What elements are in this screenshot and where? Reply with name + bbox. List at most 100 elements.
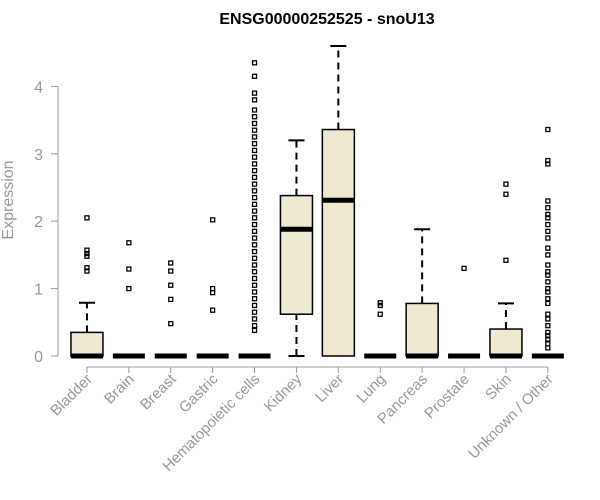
outlier-point [545,289,551,295]
y-tick-label: 2 [34,214,43,231]
outlier-point [251,242,258,248]
outlier-point [251,120,258,127]
x-tick-label: Prostate [421,371,473,423]
x-tick-label: Bladder [47,371,96,420]
outlier-point [545,126,551,133]
outlier-point [377,300,383,306]
outlier-point [461,265,467,272]
outlier-point [251,147,258,154]
outlier-point [377,311,383,317]
y-tick-label: 1 [34,282,43,299]
x-tick-label: Kidney [261,370,306,415]
outlier-point [545,323,551,329]
outlier-point [545,215,551,221]
outlier-point [251,154,258,160]
outlier-point [545,279,551,285]
outlier-point [251,302,258,309]
x-tick-label: Lung [353,371,389,407]
outlier-point [251,114,258,120]
outlier-point [209,307,216,313]
outlier-point [168,260,174,266]
outlier-point [545,205,551,211]
outlier-point [251,269,258,275]
outlier-point [251,161,258,167]
outlier-point [168,268,174,274]
outlier-point [251,228,258,234]
outlier-point [377,302,383,309]
outlier-point [251,235,258,241]
box-unknown-other [531,126,564,359]
outlier-point [545,296,551,302]
chart-title: ENSG00000252525 - snoU13 [219,11,434,28]
outlier-point [251,248,258,255]
box-skin [489,181,523,359]
boxes-layer [70,44,564,359]
outlier-point [545,161,551,167]
outlier-point [251,90,258,96]
outlier-point [251,181,258,187]
outlier-point [545,235,551,241]
outlier-point [251,282,258,288]
outlier-point [545,316,551,322]
box-body [405,302,439,357]
outlier-point [251,262,258,268]
outlier-point [251,107,258,113]
outlier-point [251,296,258,302]
outlier-point [545,252,551,258]
box-body [70,331,104,357]
x-tick-label: Brain [101,371,138,408]
box-prostate [448,265,481,359]
y-tick-label: 0 [34,349,43,366]
outlier-point [503,191,509,197]
outlier-point [251,194,258,201]
box-pancreas [405,228,439,359]
outlier-point [545,228,551,234]
outlier-point [251,255,258,261]
y-tick-label: 3 [34,147,43,164]
outlier-point [126,240,132,246]
outlier-point [545,198,551,204]
outlier-point [251,316,258,322]
box-lung [364,300,397,359]
x-tick-label: Skin [482,371,515,404]
box-kidney [279,139,314,357]
outlier-point [209,217,216,223]
outlier-point [251,188,258,194]
box-body [321,128,356,357]
outlier-point [251,73,258,79]
box-liver [321,44,356,357]
box-gastric [196,217,229,359]
outlier-point [84,268,90,274]
outlier-point [545,272,551,278]
outlier-point [251,309,258,315]
outlier-point [545,262,551,268]
y-axis-label: Expression [0,160,17,239]
outlier-point [251,134,258,140]
y-tick-label: 4 [34,79,43,96]
x-tick-label: Liver [312,371,347,406]
outlier-point [251,327,258,334]
outlier-point [251,215,258,221]
outlier-point [209,289,216,296]
outlier-point [545,221,551,228]
outlier-point [168,320,174,327]
outlier-point [168,296,174,303]
outlier-point [545,245,551,251]
outlier-point [84,253,90,259]
outlier-point [168,282,174,288]
outlier-point [251,97,258,103]
y-axis: 0 1 2 3 4 [34,79,59,366]
outlier-point [251,289,258,295]
outlier-point [84,250,90,257]
outlier-point [251,167,258,174]
outlier-point [503,181,509,187]
outlier-point [503,257,509,263]
outlier-point [545,345,551,351]
outlier-point [251,275,258,282]
outlier-point [545,311,551,317]
box-body [279,194,314,315]
outlier-point [84,215,90,221]
outlier-point [251,323,258,329]
